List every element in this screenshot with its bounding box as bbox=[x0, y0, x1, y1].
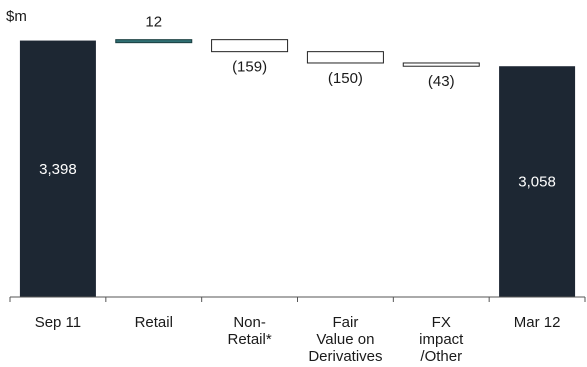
x-axis bbox=[9, 296, 586, 302]
value-label-3: (150) bbox=[328, 70, 363, 87]
category-labels-group: Sep 11 Retail Non-Retail* Fair Value on Deriv… bbox=[35, 314, 561, 365]
value-labels-group: 3,398 12 (159) (150) (43) 3,058 bbox=[39, 14, 556, 191]
bar-1 bbox=[115, 39, 193, 44]
category-label-3: Fair Value on Derivatives bbox=[308, 314, 382, 365]
bar-2 bbox=[211, 39, 289, 53]
bar-3 bbox=[306, 51, 384, 64]
category-label-line: Sep 11 bbox=[35, 314, 81, 331]
category-label-1: Retail bbox=[135, 314, 173, 331]
category-label-line: Retail bbox=[135, 314, 173, 331]
category-label-line: impact bbox=[419, 331, 464, 348]
category-label-line: Fair bbox=[332, 314, 358, 331]
value-label-5: 3,058 bbox=[518, 174, 556, 191]
category-label-line: Mar 12 bbox=[514, 314, 561, 331]
value-label-0: 3,398 bbox=[39, 161, 77, 178]
value-label-1: 12 bbox=[145, 14, 162, 31]
category-label-line: /Other bbox=[420, 348, 462, 365]
unit-label: $m bbox=[6, 8, 27, 25]
bars-group bbox=[19, 39, 576, 297]
value-label-2: (159) bbox=[232, 59, 267, 76]
category-label-2: Non-Retail* bbox=[227, 314, 271, 348]
category-label-line: Derivatives bbox=[308, 348, 382, 365]
category-label-line: Retail* bbox=[227, 331, 271, 348]
category-label-0: Sep 11 bbox=[35, 314, 81, 331]
category-label-line: Value on bbox=[316, 331, 374, 348]
bar-4 bbox=[402, 62, 480, 67]
category-label-5: Mar 12 bbox=[514, 314, 561, 331]
category-label-line: FX bbox=[432, 314, 451, 331]
category-label-4: FX impact/Other bbox=[419, 314, 464, 365]
bar-5 bbox=[499, 66, 576, 297]
bar-0 bbox=[19, 40, 96, 297]
category-label-line: Non- bbox=[233, 314, 266, 331]
value-label-4: (43) bbox=[428, 73, 455, 90]
